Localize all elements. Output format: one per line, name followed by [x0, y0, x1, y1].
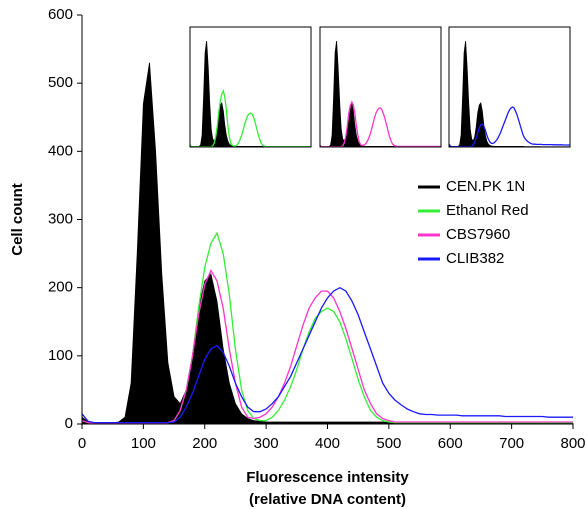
- x-tick-label: 400: [315, 435, 340, 452]
- legend-label: CBS7960: [446, 226, 510, 243]
- inset-border: [189, 26, 312, 148]
- x-tick-label: 600: [438, 435, 463, 452]
- x-axis-label: Fluorescence intensity: [246, 469, 409, 486]
- x-tick-label: 100: [131, 435, 156, 452]
- y-tick-label: 100: [48, 347, 73, 364]
- y-tick-label: 600: [48, 6, 73, 23]
- inset: [319, 26, 442, 148]
- y-tick-label: 400: [48, 142, 73, 159]
- x-tick-label: 500: [376, 435, 401, 452]
- legend-label: CEN.PK 1N: [446, 178, 525, 195]
- y-tick-label: 0: [65, 415, 73, 432]
- inset-border: [319, 26, 442, 148]
- y-tick-label: 200: [48, 279, 73, 296]
- histogram-line: [81, 286, 573, 424]
- inset: [189, 26, 312, 148]
- y-axis-label: Cell count: [9, 183, 26, 256]
- histogram-area: [81, 62, 574, 425]
- inset: [448, 26, 571, 148]
- y-tick-label: 300: [48, 210, 73, 227]
- x-axis-label: (relative DNA content): [249, 491, 406, 508]
- y-tick-label: 500: [48, 74, 73, 91]
- legend-label: Ethanol Red: [446, 202, 529, 219]
- x-tick-label: 800: [560, 435, 585, 452]
- x-tick-label: 300: [254, 435, 279, 452]
- x-tick-label: 0: [78, 435, 86, 452]
- x-tick-label: 200: [192, 435, 217, 452]
- inset-border: [448, 26, 571, 148]
- x-tick-label: 700: [499, 435, 524, 452]
- legend-label: CLIB382: [446, 250, 504, 267]
